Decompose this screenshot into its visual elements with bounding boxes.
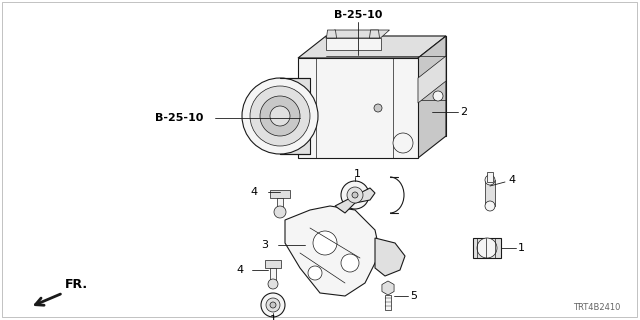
- Circle shape: [433, 66, 443, 76]
- Circle shape: [341, 254, 359, 272]
- Text: 2: 2: [460, 107, 467, 117]
- Circle shape: [270, 106, 290, 126]
- Polygon shape: [369, 30, 380, 38]
- Polygon shape: [298, 58, 418, 158]
- Bar: [487, 172, 493, 182]
- Bar: [265, 260, 281, 268]
- Bar: [473, 238, 501, 258]
- Circle shape: [268, 279, 278, 289]
- Text: 1: 1: [353, 169, 360, 179]
- Circle shape: [485, 175, 495, 185]
- Polygon shape: [418, 36, 446, 158]
- Circle shape: [485, 201, 495, 211]
- Circle shape: [352, 192, 358, 198]
- Text: 1: 1: [269, 315, 276, 320]
- Circle shape: [433, 91, 443, 101]
- Circle shape: [242, 78, 318, 154]
- Bar: [270, 190, 290, 198]
- Polygon shape: [326, 30, 390, 38]
- Text: 1: 1: [518, 243, 525, 253]
- Polygon shape: [280, 78, 310, 154]
- Circle shape: [477, 238, 497, 258]
- Polygon shape: [298, 36, 446, 58]
- Polygon shape: [382, 281, 394, 295]
- Circle shape: [250, 86, 310, 146]
- Text: 4: 4: [251, 187, 258, 197]
- Circle shape: [374, 104, 382, 112]
- Circle shape: [266, 298, 280, 312]
- Circle shape: [313, 231, 337, 255]
- Bar: [277, 198, 283, 212]
- Text: 5: 5: [410, 291, 417, 301]
- Circle shape: [393, 133, 413, 153]
- Polygon shape: [326, 30, 337, 38]
- Text: 4: 4: [508, 175, 515, 185]
- Circle shape: [260, 96, 300, 136]
- Polygon shape: [335, 188, 375, 213]
- Circle shape: [341, 181, 369, 209]
- Polygon shape: [285, 206, 380, 296]
- Circle shape: [347, 187, 363, 203]
- Text: FR.: FR.: [65, 278, 88, 291]
- Text: TRT4B2410: TRT4B2410: [573, 303, 620, 312]
- Bar: [485, 180, 495, 206]
- Bar: [385, 295, 391, 310]
- Polygon shape: [375, 238, 405, 276]
- Circle shape: [261, 293, 285, 317]
- Circle shape: [308, 266, 322, 280]
- Text: 3: 3: [261, 240, 268, 250]
- Bar: [270, 268, 276, 284]
- Text: B-25-10: B-25-10: [334, 10, 382, 20]
- Text: 4: 4: [237, 265, 244, 275]
- Polygon shape: [418, 56, 446, 103]
- Text: B-25-10: B-25-10: [155, 113, 204, 123]
- Bar: [326, 38, 381, 50]
- Circle shape: [270, 302, 276, 308]
- Polygon shape: [326, 36, 446, 136]
- Circle shape: [274, 206, 286, 218]
